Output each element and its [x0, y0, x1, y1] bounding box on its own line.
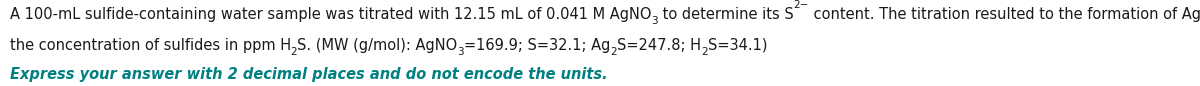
Text: 2−: 2−: [793, 0, 809, 10]
Text: to determine its S: to determine its S: [658, 7, 793, 22]
Text: Express your answer with 2 decimal places and do not encode the units.: Express your answer with 2 decimal place…: [10, 67, 607, 82]
Text: 3: 3: [457, 47, 464, 57]
Text: 3: 3: [652, 16, 658, 26]
Text: S=34.1): S=34.1): [708, 38, 767, 53]
Text: 2: 2: [611, 47, 617, 57]
Text: =169.9; S=32.1; Ag: =169.9; S=32.1; Ag: [464, 38, 611, 53]
Text: S. (MW (g/mol): AgNO: S. (MW (g/mol): AgNO: [298, 38, 457, 53]
Text: 2: 2: [290, 47, 298, 57]
Text: 2: 2: [701, 47, 708, 57]
Text: content. The titration resulted to the formation of Ag: content. The titration resulted to the f…: [809, 7, 1200, 22]
Text: the concentration of sulfides in ppm H: the concentration of sulfides in ppm H: [10, 38, 290, 53]
Text: S=247.8; H: S=247.8; H: [617, 38, 701, 53]
Text: A 100-mL sulfide-containing water sample was titrated with 12.15 mL of 0.041 M A: A 100-mL sulfide-containing water sample…: [10, 7, 652, 22]
